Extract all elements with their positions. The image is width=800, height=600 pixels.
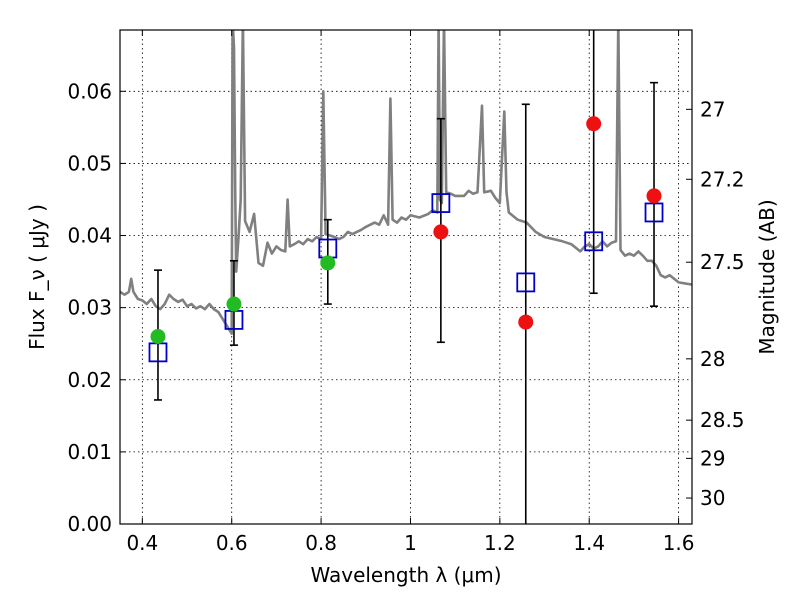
x-tick-label: 1 (404, 531, 417, 555)
observed-point (586, 116, 602, 132)
model-square (516, 272, 536, 293)
observed-point (433, 224, 449, 240)
y-tick-label: 0.01 (67, 440, 112, 464)
right-tick-label: 27.2 (700, 167, 745, 191)
model-square (431, 193, 451, 213)
y-tick-label: 0.00 (67, 512, 112, 536)
grid (120, 30, 692, 524)
right-tick-label: 29 (700, 446, 725, 470)
right-tick-label: 30 (700, 486, 725, 510)
y-tick-label: 0.06 (67, 79, 112, 103)
spectrum-line (120, 30, 692, 335)
plot-frame (119, 29, 693, 525)
x-axis-label: Wavelength λ (μm) (310, 563, 501, 587)
right-axis-label: Magnitude (AB) (755, 199, 779, 354)
observed-point (646, 188, 662, 204)
tick-layer: 0.4 0.6 0.8 1 1.2 1.4 1.6 0.00 0.01 0.02 0.03 0.04 0… (67, 30, 745, 555)
observed-point (518, 314, 534, 330)
right-tick-label: 27.5 (700, 250, 745, 274)
x-tick-label: 0.4 (126, 531, 158, 555)
x-tick-label: 1.6 (663, 531, 695, 555)
errorbar-layer (153, 30, 659, 524)
y-tick-label: 0.02 (67, 368, 112, 392)
x-tick-label: 0.8 (305, 531, 337, 555)
right-tick-label: 27 (700, 97, 725, 121)
model-square (644, 202, 664, 223)
x-tick-label: 1.2 (484, 531, 516, 555)
observed-point (320, 255, 336, 271)
right-tick-label: 28.5 (700, 408, 745, 432)
marker-layer (148, 116, 664, 363)
x-tick-label: 0.6 (216, 531, 248, 555)
model-square (584, 231, 604, 252)
y-tick-label: 0.05 (67, 151, 112, 175)
x-tick-label: 1.4 (573, 531, 605, 555)
spectrum-layer (120, 30, 692, 335)
observed-point (226, 296, 242, 312)
observed-point (150, 328, 166, 344)
y-tick-label: 0.03 (67, 296, 112, 320)
y-tick-label: 0.04 (67, 224, 112, 248)
right-tick-label: 28 (700, 347, 725, 371)
y-axis-label: Flux F_ν ( μJy ) (25, 204, 49, 350)
